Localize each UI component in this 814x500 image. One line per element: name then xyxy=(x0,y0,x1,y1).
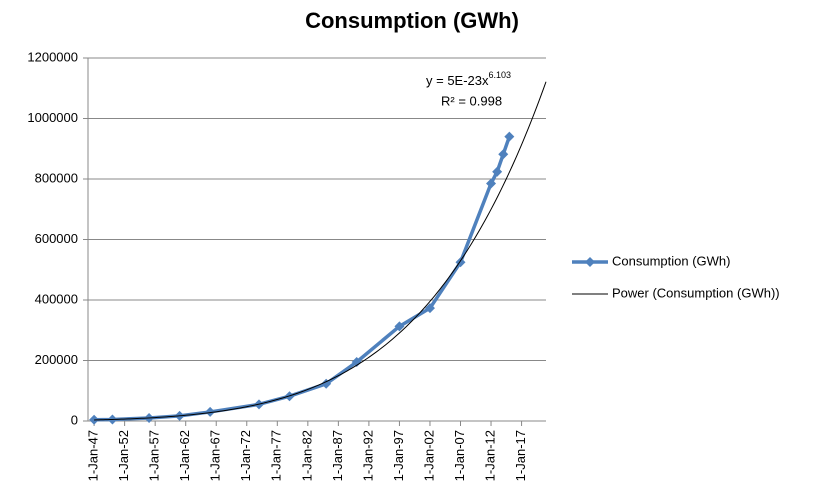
x-tick-label: 1-Jan-02 xyxy=(421,430,436,481)
y-tick-label: 1200000 xyxy=(27,49,78,64)
data-point xyxy=(351,357,362,368)
legend-label: Power (Consumption (GWh)) xyxy=(612,285,780,300)
x-tick-label: 1-Jan-17 xyxy=(513,430,528,481)
x-tick-label: 1-Jan-52 xyxy=(116,430,131,481)
x-tick-label: 1-Jan-87 xyxy=(330,430,345,481)
y-tick-label: 400000 xyxy=(35,291,78,306)
trend-equation: y = 5E-23x6.103 xyxy=(426,70,511,88)
x-tick-label: 1-Jan-12 xyxy=(482,430,497,481)
x-tick-label: 1-Jan-62 xyxy=(177,430,192,481)
trendline xyxy=(94,81,547,421)
x-tick-label: 1-Jan-92 xyxy=(360,430,375,481)
legend-marker xyxy=(585,257,595,267)
x-tick-label: 1-Jan-57 xyxy=(147,430,162,481)
chart-title: Consumption (GWh) xyxy=(305,8,519,33)
x-tick-label: 1-Jan-97 xyxy=(391,430,406,481)
data-point xyxy=(394,321,405,332)
x-tick-label: 1-Jan-47 xyxy=(86,430,101,481)
legend-label: Consumption (GWh) xyxy=(612,253,730,268)
y-tick-label: 200000 xyxy=(35,352,78,367)
equation-exponent: 6.103 xyxy=(489,70,512,80)
data-point xyxy=(504,131,515,142)
y-tick-label: 0 xyxy=(71,412,78,427)
x-tick-label: 1-Jan-82 xyxy=(299,430,314,481)
data-point xyxy=(424,303,435,314)
y-tick-label: 600000 xyxy=(35,231,78,246)
x-tick-label: 1-Jan-07 xyxy=(452,430,467,481)
data-point xyxy=(321,378,332,389)
equation-text: y = 5E-23x xyxy=(426,73,489,88)
x-tick-label: 1-Jan-72 xyxy=(238,430,253,481)
y-tick-label: 800000 xyxy=(35,170,78,185)
x-tick-label: 1-Jan-77 xyxy=(269,430,284,481)
y-tick-label: 1000000 xyxy=(27,110,78,125)
x-tick-label: 1-Jan-67 xyxy=(208,430,223,481)
data-point xyxy=(498,149,509,160)
trend-r-squared: R² = 0.998 xyxy=(441,93,502,108)
data-point xyxy=(492,166,503,177)
data-point xyxy=(486,178,497,189)
data-point xyxy=(205,406,216,417)
